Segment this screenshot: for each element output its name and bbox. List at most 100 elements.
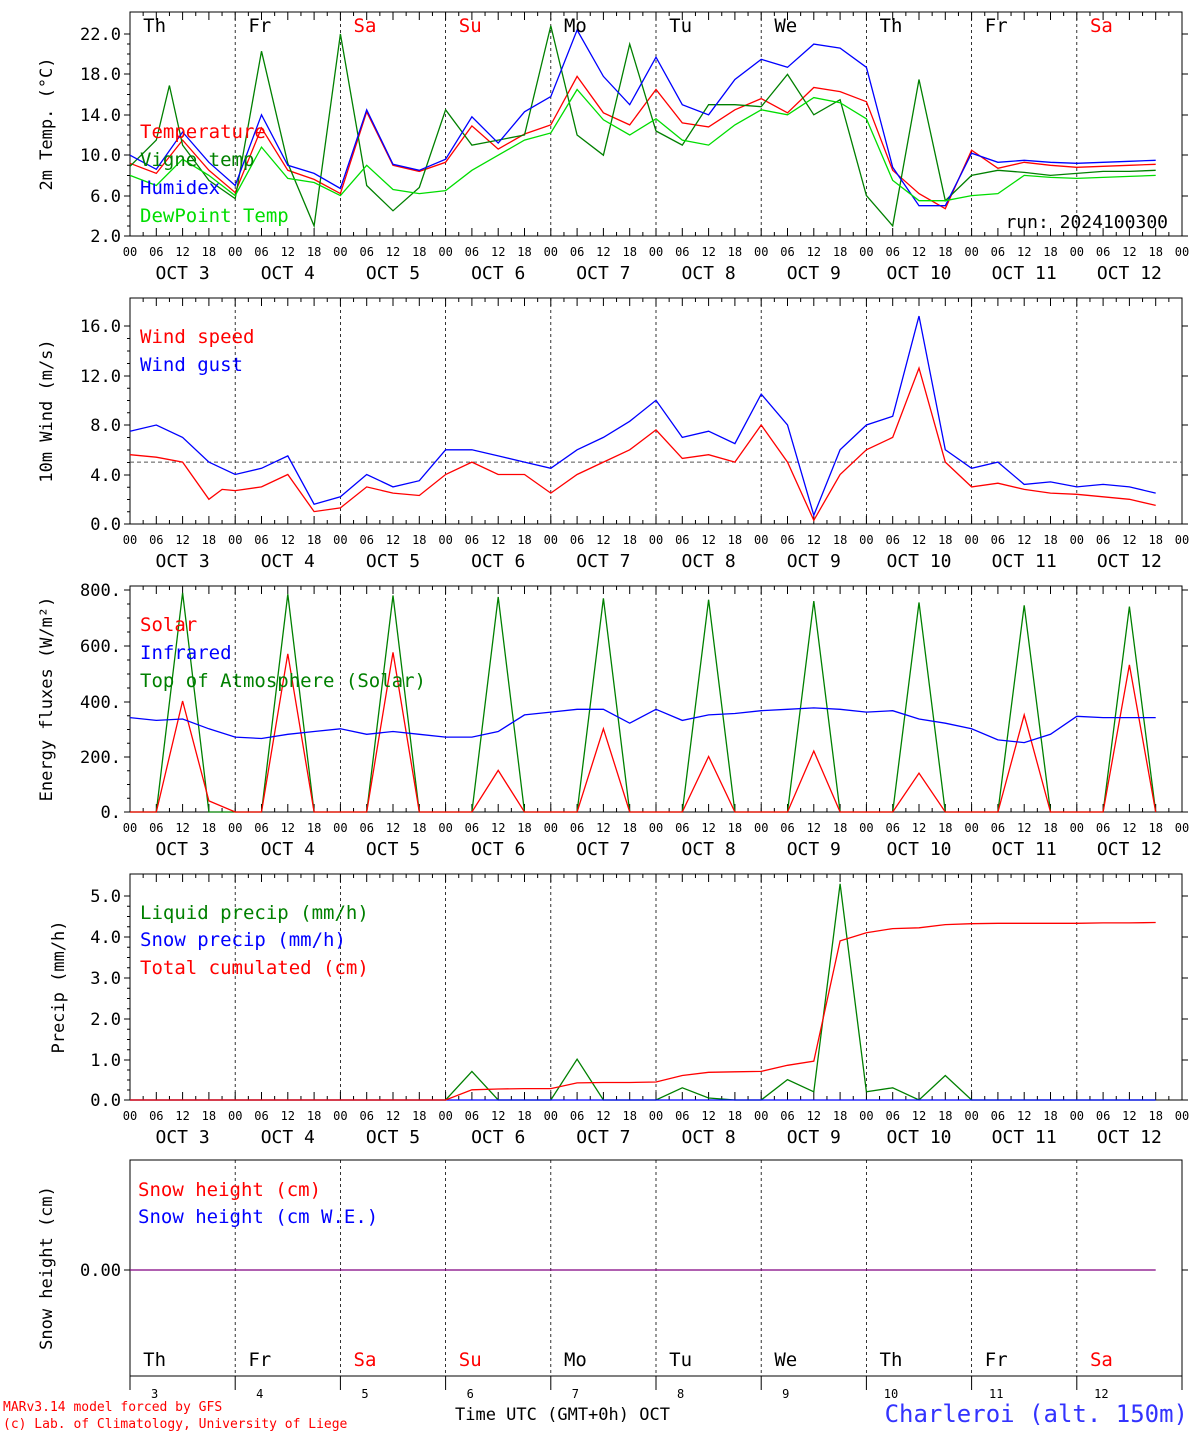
x-hour-label: 06 xyxy=(359,245,373,259)
x-date-label: OCT 10 xyxy=(886,839,951,860)
x-hour-label: 06 xyxy=(885,245,899,259)
x-hour-label: 00 xyxy=(438,821,452,835)
x-hour-label: 18 xyxy=(517,821,531,835)
weekday-label: Mo xyxy=(564,15,587,37)
legend-entry: DewPoint Temp xyxy=(140,205,289,227)
y-axis-label: Snow height (cm) xyxy=(37,1186,57,1350)
x-hour-label: 00 xyxy=(649,533,663,547)
x-hour-label: 06 xyxy=(570,1109,584,1123)
x-date-label: OCT 6 xyxy=(471,1127,525,1148)
x-hour-label: 12 xyxy=(807,533,821,547)
series-line xyxy=(129,75,1156,210)
weekday-label: Tu xyxy=(669,1349,692,1371)
x-hour-label: 18 xyxy=(412,1109,426,1123)
y-tick-label: 1.0 xyxy=(90,1051,121,1071)
x-hour-label: 00 xyxy=(1070,1109,1084,1123)
x-date-label: OCT 4 xyxy=(261,551,315,572)
weekday-label: Fr xyxy=(985,1349,1008,1371)
run-label: run: 2024100300 xyxy=(1005,212,1168,233)
weekday-label: Su xyxy=(459,1349,482,1371)
x-hour-label: 18 xyxy=(1043,245,1057,259)
y-axis-label: 10m Wind (m/s) xyxy=(37,339,57,482)
x-hour-label: 12 xyxy=(912,1109,926,1123)
x-hour-label: 00 xyxy=(649,821,663,835)
x-hour-label: 18 xyxy=(1148,533,1162,547)
x-hour-label: 12 xyxy=(807,245,821,259)
weekday-label: Su xyxy=(459,15,482,37)
x-hour-label: 06 xyxy=(675,1109,689,1123)
x-hour-label: 12 xyxy=(1017,821,1031,835)
x-hour-label: 06 xyxy=(991,533,1005,547)
x-date-label: OCT 5 xyxy=(366,1127,420,1148)
x-hour-label: 00 xyxy=(649,1109,663,1123)
x-hour-label: 12 xyxy=(1122,821,1136,835)
xaxis-title-text: Time UTC (GMT+0h) xyxy=(455,1405,629,1425)
x-hour-label: 18 xyxy=(202,821,216,835)
x-hour-label: 18 xyxy=(728,1109,742,1123)
legend-entry: Snow precip (mm/h) xyxy=(140,929,346,951)
x-hour-label: 18 xyxy=(833,245,847,259)
y-tick-label: 4.0 xyxy=(90,928,121,948)
x-hour-label: 18 xyxy=(1148,1109,1162,1123)
x-date-label: OCT 6 xyxy=(471,263,525,284)
weekday-label: Fr xyxy=(985,15,1008,37)
x-hour-label: 12 xyxy=(175,821,189,835)
x-day-number: 4 xyxy=(256,1387,263,1401)
series-line xyxy=(129,88,1156,202)
x-hour-label: 00 xyxy=(438,245,452,259)
x-hour-label: 00 xyxy=(333,1109,347,1123)
x-hour-label: 00 xyxy=(1070,245,1084,259)
x-day-number: 9 xyxy=(782,1387,789,1401)
legend-entry: Solar xyxy=(140,614,197,636)
x-hour-label: 18 xyxy=(938,245,952,259)
x-hour-label: 00 xyxy=(859,533,873,547)
x-date-label: OCT 12 xyxy=(1097,839,1162,860)
x-date-label: OCT 10 xyxy=(886,1127,951,1148)
x-date-label: OCT 3 xyxy=(156,839,210,860)
x-hour-label: 06 xyxy=(254,533,268,547)
series-line xyxy=(129,315,1156,518)
x-hour-label: 12 xyxy=(386,821,400,835)
y-tick-label: 10.0 xyxy=(80,146,121,166)
x-hour-label: 18 xyxy=(622,821,636,835)
x-hour-label: 00 xyxy=(964,533,978,547)
x-hour-label: 06 xyxy=(675,533,689,547)
x-hour-label: 18 xyxy=(412,821,426,835)
x-hour-label: 00 xyxy=(123,1109,137,1123)
weekday-label: Fr xyxy=(248,15,271,37)
x-date-label: OCT 5 xyxy=(366,263,420,284)
x-date-label: OCT 10 xyxy=(886,551,951,572)
x-hour-label: 00 xyxy=(544,1109,558,1123)
xaxis-month: OCT xyxy=(639,1405,670,1425)
x-hour-label: 00 xyxy=(649,245,663,259)
x-hour-label: 12 xyxy=(175,1109,189,1123)
y-tick-label: 0.00 xyxy=(80,1261,121,1281)
x-hour-label: 12 xyxy=(912,245,926,259)
x-hour-label: 00 xyxy=(964,245,978,259)
x-date-label: OCT 9 xyxy=(787,263,841,284)
y-tick-label: 6.0 xyxy=(90,187,121,207)
x-hour-label: 00 xyxy=(544,533,558,547)
weekday-label: Th xyxy=(880,1349,903,1371)
x-date-label: OCT 7 xyxy=(576,839,630,860)
weekday-label: Sa xyxy=(1090,15,1113,37)
x-hour-label: 06 xyxy=(254,245,268,259)
x-hour-label: 06 xyxy=(149,245,163,259)
x-date-label: OCT 3 xyxy=(156,1127,210,1148)
x-hour-label: 00 xyxy=(228,1109,242,1123)
x-hour-label: 06 xyxy=(1096,821,1110,835)
x-hour-label: 00 xyxy=(333,821,347,835)
y-tick-label: 5.0 xyxy=(90,887,121,907)
legend-entry: Snow height (cm W.E.) xyxy=(138,1206,378,1228)
x-hour-label: 12 xyxy=(912,821,926,835)
x-hour-label: 12 xyxy=(386,1109,400,1123)
x-day-number: 5 xyxy=(361,1387,368,1401)
x-hour-label: 18 xyxy=(1043,1109,1057,1123)
x-hour-label: 00 xyxy=(859,245,873,259)
x-hour-label: 12 xyxy=(596,245,610,259)
x-hour-label: 00 xyxy=(333,245,347,259)
x-hour-label: 12 xyxy=(1017,533,1031,547)
y-tick-label: 14.0 xyxy=(80,106,121,126)
series-line xyxy=(130,921,1156,1101)
x-hour-label: 18 xyxy=(833,821,847,835)
